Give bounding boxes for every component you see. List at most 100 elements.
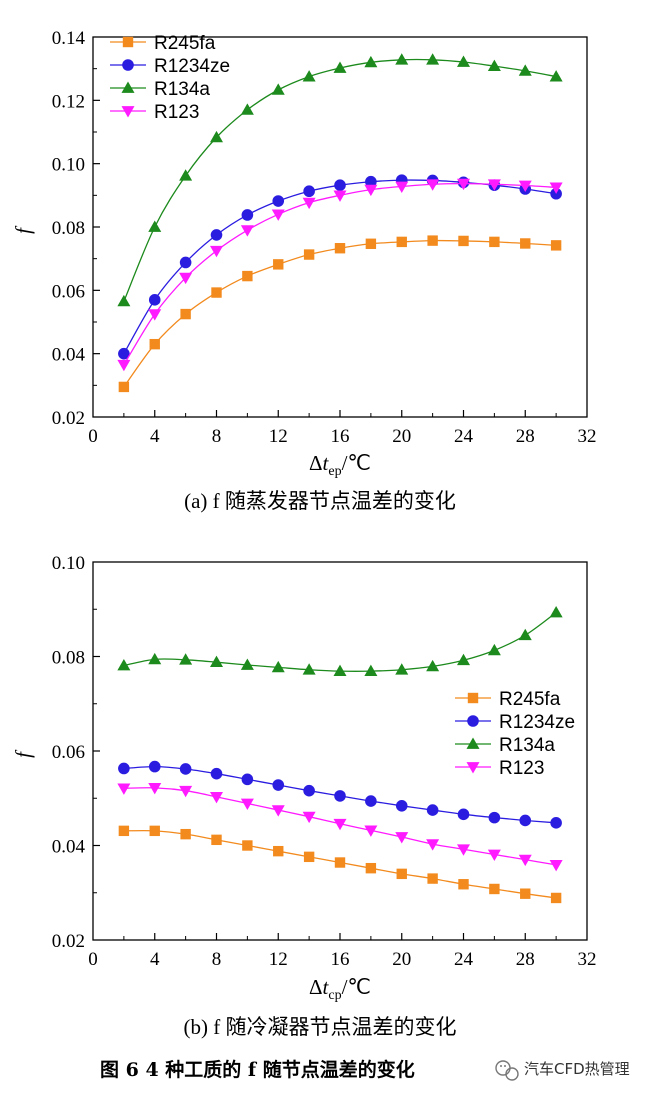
legend-label-R134a: R134a bbox=[499, 735, 555, 756]
x-tick-label: 32 bbox=[578, 949, 597, 970]
data-point-R134a bbox=[364, 664, 378, 677]
data-point-R245fa bbox=[149, 338, 160, 350]
x-tick-label: 32 bbox=[578, 426, 597, 447]
data-point-R245fa bbox=[365, 862, 377, 874]
data-point-R1234ze bbox=[334, 790, 346, 802]
data-point-R245fa bbox=[458, 879, 469, 890]
data-point-R134a bbox=[518, 628, 532, 641]
data-point-R123 bbox=[148, 309, 162, 321]
data-point-R134a bbox=[179, 169, 193, 181]
data-point-R123 bbox=[395, 181, 409, 193]
series-R1234ze bbox=[118, 760, 562, 829]
data-point-R245fa bbox=[211, 287, 222, 298]
series-R1234ze bbox=[118, 174, 562, 360]
data-point-R245fa bbox=[242, 270, 253, 282]
data-point-R245fa bbox=[273, 259, 284, 270]
data-point-R134a bbox=[302, 70, 316, 82]
data-point-R123 bbox=[457, 844, 470, 856]
data-point-R134a bbox=[518, 64, 532, 76]
data-point-R245fa bbox=[427, 873, 438, 884]
watermark: 汽车CFD热管理 bbox=[495, 1060, 630, 1081]
data-point-R245fa bbox=[427, 235, 438, 246]
data-point-R134a bbox=[426, 53, 440, 65]
data-point-R134a bbox=[148, 652, 162, 665]
x-tick-label: 16 bbox=[331, 426, 350, 447]
data-point-R1234ze bbox=[241, 773, 254, 786]
watermark-text: 汽车CFD热管理 bbox=[524, 1060, 630, 1078]
y-axis-label: f bbox=[11, 749, 35, 758]
data-point-R123 bbox=[549, 182, 563, 194]
data-point-R123 bbox=[457, 178, 470, 191]
legend-marker-R1234ze bbox=[122, 59, 134, 71]
legend-marker-R123 bbox=[466, 762, 480, 774]
data-point-R1234ze bbox=[210, 767, 223, 780]
x-tick-label: 16 bbox=[331, 949, 350, 970]
data-point-R245fa bbox=[489, 236, 500, 248]
x-axis-label: Δtcp/℃ bbox=[309, 975, 371, 1003]
data-point-R123 bbox=[179, 272, 193, 285]
data-point-R134a bbox=[457, 653, 470, 666]
data-point-R245fa bbox=[396, 236, 407, 248]
data-point-R123 bbox=[210, 791, 223, 804]
data-point-R123 bbox=[364, 825, 378, 837]
data-point-R245fa bbox=[211, 834, 222, 846]
data-point-R134a bbox=[549, 606, 563, 618]
data-point-R123 bbox=[240, 798, 254, 810]
data-point-R245fa bbox=[550, 240, 562, 251]
data-point-R1234ze bbox=[334, 179, 346, 191]
data-point-R245fa bbox=[334, 243, 346, 254]
data-point-R1234ze bbox=[365, 795, 377, 807]
data-point-R134a bbox=[487, 643, 501, 656]
data-point-R134a bbox=[333, 61, 347, 73]
y-tick-label: 0.12 bbox=[52, 91, 85, 112]
series-R123 bbox=[117, 782, 563, 872]
data-point-R134a bbox=[240, 103, 254, 115]
data-point-R1234ze bbox=[395, 800, 408, 812]
legend-label-R134a: R134a bbox=[154, 79, 210, 100]
wechat-icon bbox=[495, 1060, 519, 1081]
data-point-R245fa bbox=[550, 892, 562, 904]
data-point-R134a bbox=[210, 655, 223, 668]
data-point-R1234ze bbox=[303, 185, 315, 198]
y-tick-label: 0.08 bbox=[52, 218, 85, 239]
y-tick-label: 0.02 bbox=[52, 408, 85, 429]
data-point-R134a bbox=[395, 663, 409, 675]
x-tick-label: 28 bbox=[516, 949, 535, 970]
y-tick-label: 0.08 bbox=[52, 648, 85, 669]
data-point-R245fa bbox=[149, 825, 160, 837]
data-point-R245fa bbox=[303, 851, 315, 863]
x-axis-label: Δtep/℃ bbox=[309, 451, 371, 479]
x-tick-label: 20 bbox=[392, 426, 411, 447]
data-point-R134a bbox=[487, 59, 501, 72]
data-point-R245fa bbox=[396, 868, 407, 880]
data-point-R245fa bbox=[180, 828, 191, 840]
x-tick-label: 28 bbox=[516, 426, 535, 447]
y-tick-label: 0.04 bbox=[52, 837, 86, 858]
data-point-R1234ze bbox=[457, 808, 470, 821]
data-point-R245fa bbox=[489, 883, 500, 895]
data-point-R123 bbox=[333, 818, 347, 831]
y-tick-label: 0.10 bbox=[52, 553, 85, 574]
legend-label-R245fa: R245fa bbox=[154, 33, 216, 54]
panel-caption: (b) f 随冷凝器节点温差的变化 bbox=[184, 1015, 457, 1039]
data-point-R1234ze bbox=[148, 760, 161, 773]
data-point-R245fa bbox=[242, 840, 253, 851]
y-axis-label: f bbox=[11, 225, 35, 234]
legend-marker-R1234ze bbox=[467, 715, 479, 727]
data-point-R245fa bbox=[118, 825, 130, 837]
data-point-R123 bbox=[518, 180, 532, 193]
legend-marker-R134a bbox=[121, 81, 135, 93]
data-point-R123 bbox=[426, 179, 440, 191]
x-tick-label: 8 bbox=[212, 426, 222, 447]
data-point-R134a bbox=[457, 55, 470, 67]
data-point-R134a bbox=[148, 220, 162, 232]
legend-marker-R134a bbox=[466, 737, 480, 749]
data-point-R1234ze bbox=[179, 763, 192, 775]
data-point-R1234ze bbox=[365, 175, 377, 188]
data-point-R123 bbox=[364, 184, 378, 197]
data-point-R1234ze bbox=[118, 762, 130, 775]
x-tick-label: 24 bbox=[454, 949, 474, 970]
data-point-R123 bbox=[117, 783, 131, 795]
data-point-R1234ze bbox=[519, 814, 532, 827]
data-point-R1234ze bbox=[148, 294, 161, 306]
